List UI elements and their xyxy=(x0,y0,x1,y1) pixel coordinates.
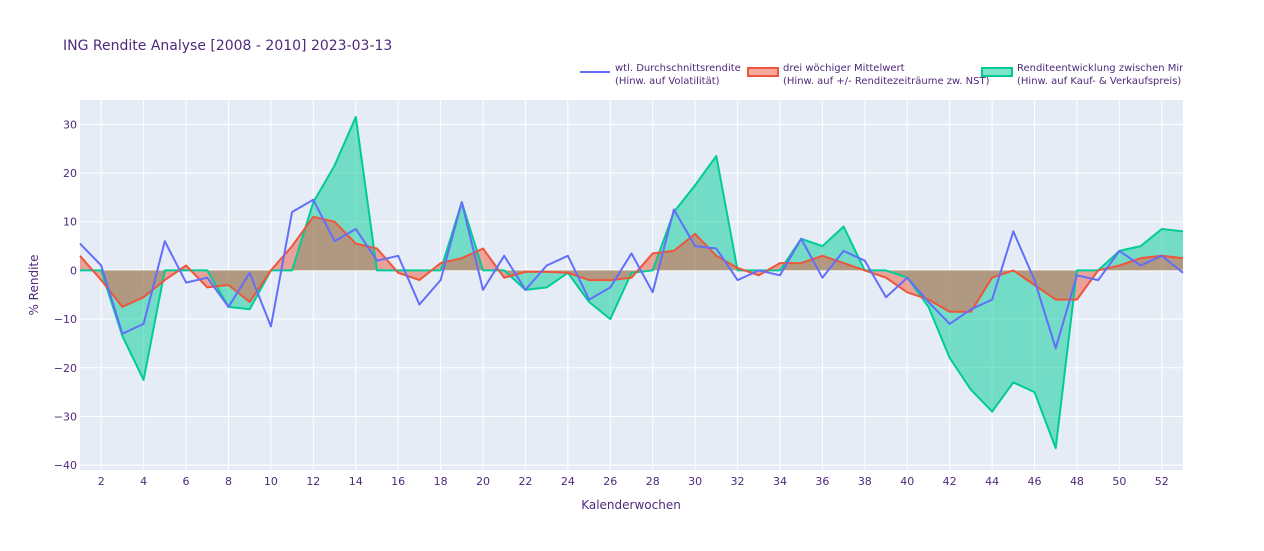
y-tick-label: 20 xyxy=(63,167,77,180)
x-tick-label: 8 xyxy=(225,475,232,488)
legend-swatch xyxy=(747,67,779,77)
y-tick-label: 30 xyxy=(63,118,77,131)
y-tick-label: −10 xyxy=(54,313,77,326)
x-tick-label: 26 xyxy=(603,475,617,488)
legend-label: wtl. Durchschnittsrendite xyxy=(615,63,741,74)
x-tick-label: 50 xyxy=(1112,475,1126,488)
y-tick-label: −40 xyxy=(54,459,77,472)
y-tick-label: −30 xyxy=(54,410,77,423)
x-tick-label: 4 xyxy=(140,475,147,488)
chart-title: ING Rendite Analyse [2008 - 2010] 2023-0… xyxy=(63,38,392,54)
x-tick-label: 40 xyxy=(900,475,914,488)
legend-item-1[interactable]: drei wöchiger Mittelwert (Hinw. auf +/- R… xyxy=(747,63,990,87)
series-1-area xyxy=(80,216,1183,312)
x-tick-label: 48 xyxy=(1070,475,1084,488)
x-tick-label: 22 xyxy=(518,475,532,488)
x-tick-label: 34 xyxy=(773,475,787,488)
x-tick-label: 30 xyxy=(688,475,702,488)
legend-label: drei wöchiger Mittelwert xyxy=(783,63,905,74)
legend-sublabel: (Hinw. auf +/- Renditezeiträume zw. NST) xyxy=(783,76,990,87)
x-tick-label: 38 xyxy=(858,475,872,488)
series-2-line[interactable] xyxy=(80,116,1184,450)
x-tick-label: 18 xyxy=(434,475,448,488)
x-tick-label: 10 xyxy=(264,475,278,488)
x-tick-label: 2 xyxy=(98,475,105,488)
x-tick-label: 52 xyxy=(1155,475,1169,488)
x-tick-label: 42 xyxy=(943,475,957,488)
y-tick-label: 0 xyxy=(70,264,77,277)
x-tick-label: 16 xyxy=(391,475,405,488)
legend-label: Renditeentwicklung zwischen Mindest- & H… xyxy=(1017,63,1264,74)
legend-item-2[interactable]: Renditeentwicklung zwischen Mindest- & H… xyxy=(981,63,1264,87)
x-tick-label: 24 xyxy=(561,475,575,488)
series-2-area xyxy=(80,117,1183,449)
legend-swatch xyxy=(981,67,1013,77)
series-0-line[interactable] xyxy=(79,198,1184,350)
x-tick-label: 14 xyxy=(349,475,363,488)
y-tick-label: 10 xyxy=(63,216,77,229)
x-axis-title: Kalenderwochen xyxy=(581,498,681,512)
x-tick-label: 36 xyxy=(815,475,829,488)
x-tick-label: 12 xyxy=(306,475,320,488)
legend-sublabel: (Hinw. auf Volatilität) xyxy=(615,76,720,87)
y-tick-label: −20 xyxy=(54,362,77,375)
x-tick-label: 32 xyxy=(731,475,745,488)
x-tick-label: 6 xyxy=(183,475,190,488)
x-tick-label: 20 xyxy=(476,475,490,488)
x-tick-label: 44 xyxy=(985,475,999,488)
x-tick-label: 28 xyxy=(646,475,660,488)
x-tick-label: 46 xyxy=(1028,475,1042,488)
series-layer xyxy=(79,116,1184,450)
legend-sublabel: (Hinw. auf Kauf- & Verkaufspreis) xyxy=(1017,76,1181,87)
y-axis-ticks: 30 20 10 0 −10 −20 −30 −40 xyxy=(54,118,77,472)
y-axis-title: % Rendite xyxy=(27,254,41,315)
x-axis-ticks: 2 4 6 8 10 12 14 16 18 20 22 24 26 28 30 32 34 36 38 40 42 44… xyxy=(98,475,1169,488)
legend[interactable]: wtl. Durchschnittsrendite (Hinw. auf Vola… xyxy=(580,63,1264,87)
legend-item-0[interactable]: wtl. Durchschnittsrendite (Hinw. auf Vola… xyxy=(580,63,741,87)
